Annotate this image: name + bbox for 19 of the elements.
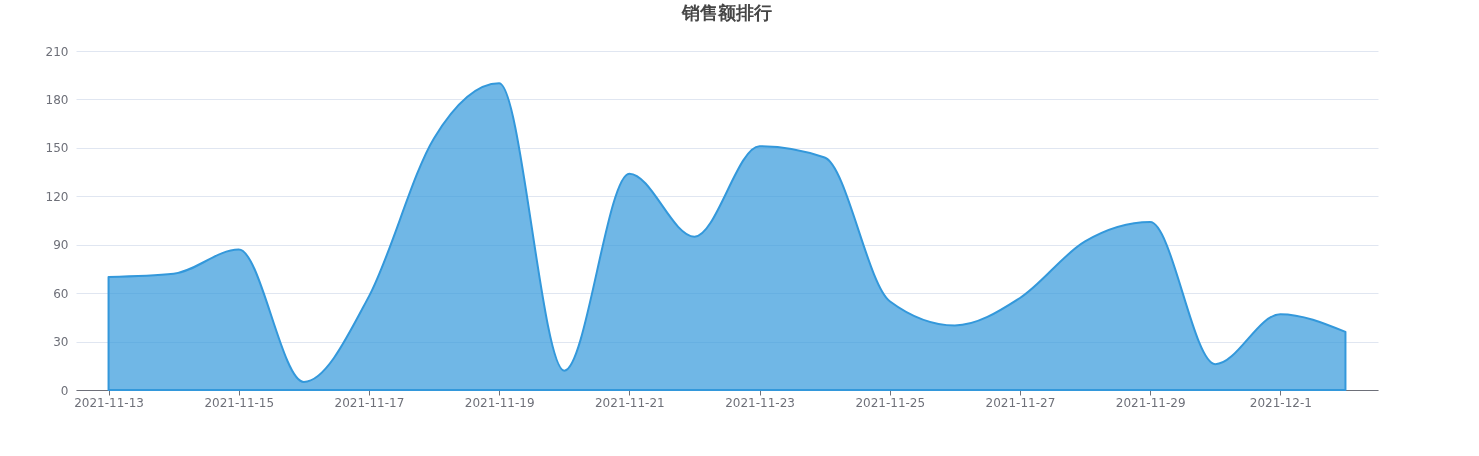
x-tick-label: 2021-11-23	[725, 395, 795, 410]
x-tick-label: 2021-11-25	[855, 395, 926, 410]
y-tick-label: 60	[53, 286, 69, 301]
y-tick-label: 30	[53, 335, 69, 350]
x-tick-label: 2021-11-13	[74, 395, 144, 410]
x-tick-label: 2021-11-17	[334, 395, 405, 410]
x-tick-label: 2021-12-1	[1249, 395, 1312, 410]
y-tick-label: 180	[45, 92, 69, 107]
x-tick-label: 2021-11-29	[1115, 395, 1186, 410]
y-tick-label: 150	[45, 141, 69, 156]
x-tick-label: 2021-11-19	[464, 395, 535, 410]
y-tick-label: 0	[60, 383, 69, 398]
x-tick-label: 2021-11-27	[985, 395, 1056, 410]
x-tick-label: 2021-11-15	[204, 395, 275, 410]
y-tick-label: 210	[45, 44, 69, 59]
x-tick-label: 2021-11-21	[594, 395, 665, 410]
y-tick-label: 90	[53, 238, 69, 253]
chart-title: 销售额排行	[681, 2, 772, 23]
y-tick-label: 120	[45, 189, 69, 204]
